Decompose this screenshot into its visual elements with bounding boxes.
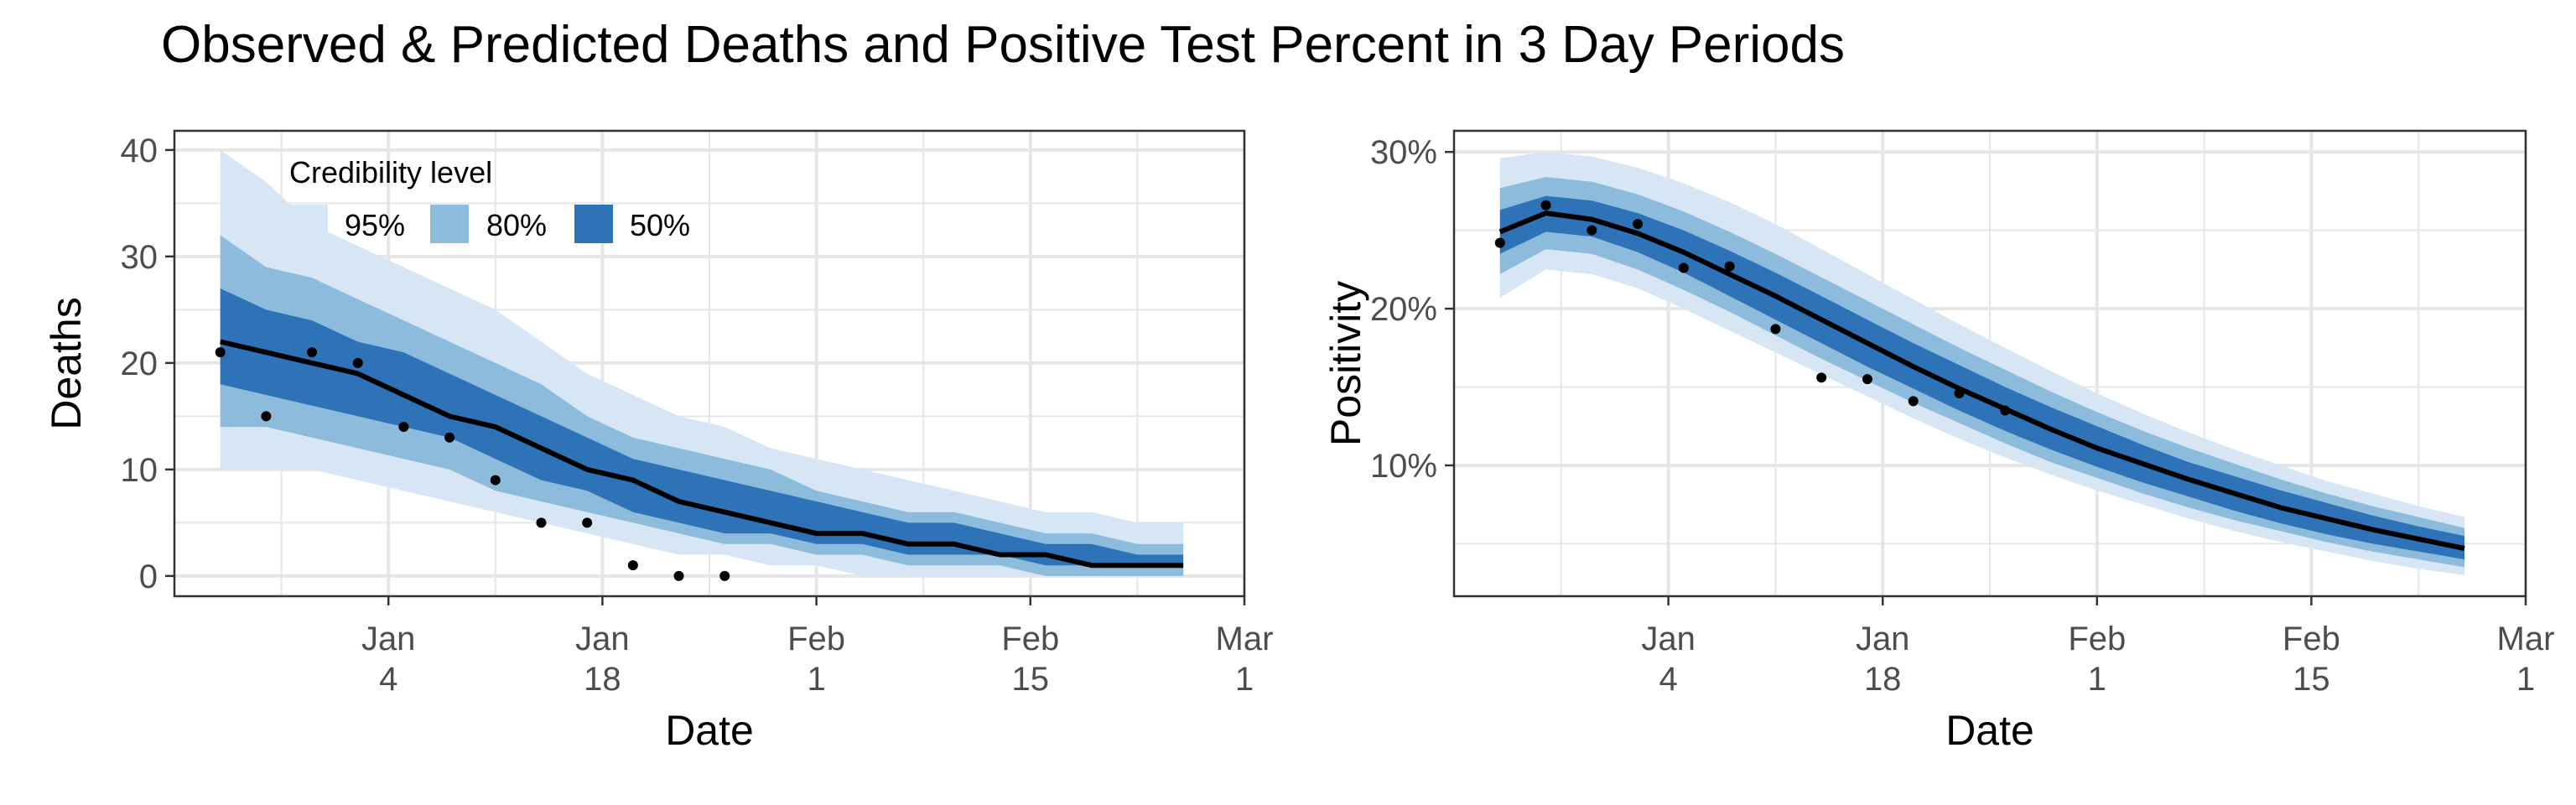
positivity-observed-point xyxy=(1770,324,1781,335)
positivity-y-tick-label: 30% xyxy=(1370,134,1437,171)
deaths-x-tick-label-day: 1 xyxy=(807,661,825,698)
positivity-x-tick-label-month: Jan xyxy=(1856,621,1910,657)
positivity-x-tick-label-day: 4 xyxy=(1659,661,1677,698)
positivity-observed-point xyxy=(2000,405,2011,416)
deaths-observed-point xyxy=(307,347,318,358)
deaths-observed-point xyxy=(673,570,684,581)
deaths-x-tick-label-day: 1 xyxy=(1235,661,1254,698)
positivity-observed-point xyxy=(1816,372,1827,383)
positivity-observed-point xyxy=(1954,388,1965,399)
deaths-observed-point xyxy=(490,475,501,486)
deaths-observed-point xyxy=(582,517,593,528)
legend-label-95: 95% xyxy=(345,208,405,242)
deaths-y-tick-label: 40 xyxy=(121,132,158,169)
positivity-observed-point xyxy=(1862,374,1872,385)
legend-label-50: 50% xyxy=(630,208,690,242)
positivity-x-axis-title: Date xyxy=(1945,707,2034,754)
legend-title: Credibility level xyxy=(289,155,492,190)
deaths-data xyxy=(215,149,1184,581)
positivity-panel: 10% 20% 30% Jan 4 Jan 18 Feb 1 Feb 15 Mar 1 Date Posit… xyxy=(1322,129,2555,754)
deaths-observed-point xyxy=(261,411,272,422)
legend-key-50 xyxy=(574,205,613,243)
figure-title: Observed & Predicted Deaths and Positive… xyxy=(161,16,1846,74)
positivity-y-tick-label: 20% xyxy=(1370,291,1437,328)
deaths-band-50 xyxy=(220,288,1184,566)
deaths-x-tick-label-month: Jan xyxy=(361,621,416,657)
positivity-x-tick-label-day: 1 xyxy=(2516,661,2535,698)
positivity-observed-point xyxy=(1678,262,1689,273)
deaths-x-tick-label-month: Jan xyxy=(575,621,630,657)
deaths-observed-point xyxy=(215,347,226,358)
positivity-y-tick-label: 10% xyxy=(1370,448,1437,485)
deaths-panel: 0 10 20 30 40 Jan 4 Jan 18 Feb 1 Feb 15 Mar 1 Date Death… xyxy=(43,129,1274,754)
positivity-x-tick-label-day: 1 xyxy=(2088,661,2106,698)
positivity-x-tick-label-day: 18 xyxy=(1864,661,1902,698)
deaths-x-tick-label-month: Feb xyxy=(787,621,845,657)
deaths-y-tick-label: 20 xyxy=(121,345,158,382)
deaths-x-tick-label-day: 4 xyxy=(379,661,397,698)
positivity-median-line xyxy=(1498,210,2465,551)
legend-key-80 xyxy=(430,205,469,243)
deaths-median-line xyxy=(220,339,1184,569)
positivity-x-tick-label-month: Jan xyxy=(1641,621,1696,657)
deaths-x-axis-title: Date xyxy=(665,707,754,754)
positivity-observed-point xyxy=(1587,225,1597,236)
deaths-observed-point xyxy=(536,517,547,528)
deaths-y-axis-title: Deaths xyxy=(43,297,90,429)
legend-key-95 xyxy=(289,205,328,243)
positivity-observed-point xyxy=(1724,261,1735,272)
deaths-x-tick-label-day: 18 xyxy=(584,661,621,698)
deaths-observed-point xyxy=(352,357,363,368)
positivity-panel-border xyxy=(1452,129,2527,598)
positivity-x-tick-label-month: Mar xyxy=(2497,621,2555,657)
positivity-observed-point xyxy=(1540,200,1551,210)
positivity-y-axis-title: Positivity xyxy=(1322,281,1369,446)
positivity-x-tick-label-day: 15 xyxy=(2293,661,2330,698)
positivity-data xyxy=(1494,152,2465,575)
legend-label-80: 80% xyxy=(486,208,547,242)
deaths-observed-point xyxy=(719,570,730,581)
deaths-y-tick-label: 30 xyxy=(121,239,158,276)
deaths-observed-point xyxy=(627,560,638,571)
deaths-y-tick-label: 0 xyxy=(139,558,158,595)
deaths-y-tick-label: 10 xyxy=(121,452,158,489)
deaths-x-tick-label-day: 15 xyxy=(1012,661,1050,698)
deaths-x-tick-label-month: Mar xyxy=(1216,621,1274,657)
deaths-x-tick-label-month: Feb xyxy=(1001,621,1059,657)
positivity-observed-point xyxy=(1633,219,1644,230)
positivity-band-50 xyxy=(1499,195,2464,560)
positivity-x-tick-label-month: Feb xyxy=(2283,621,2340,657)
positivity-observed-point xyxy=(1494,237,1505,248)
positivity-observed-point xyxy=(1908,396,1919,407)
positivity-x-tick-label-month: Feb xyxy=(2068,621,2126,657)
deaths-observed-point xyxy=(398,422,409,433)
deaths-observed-point xyxy=(444,432,455,443)
deaths-legend: Credibility level 95% 80% 50% xyxy=(289,155,690,243)
